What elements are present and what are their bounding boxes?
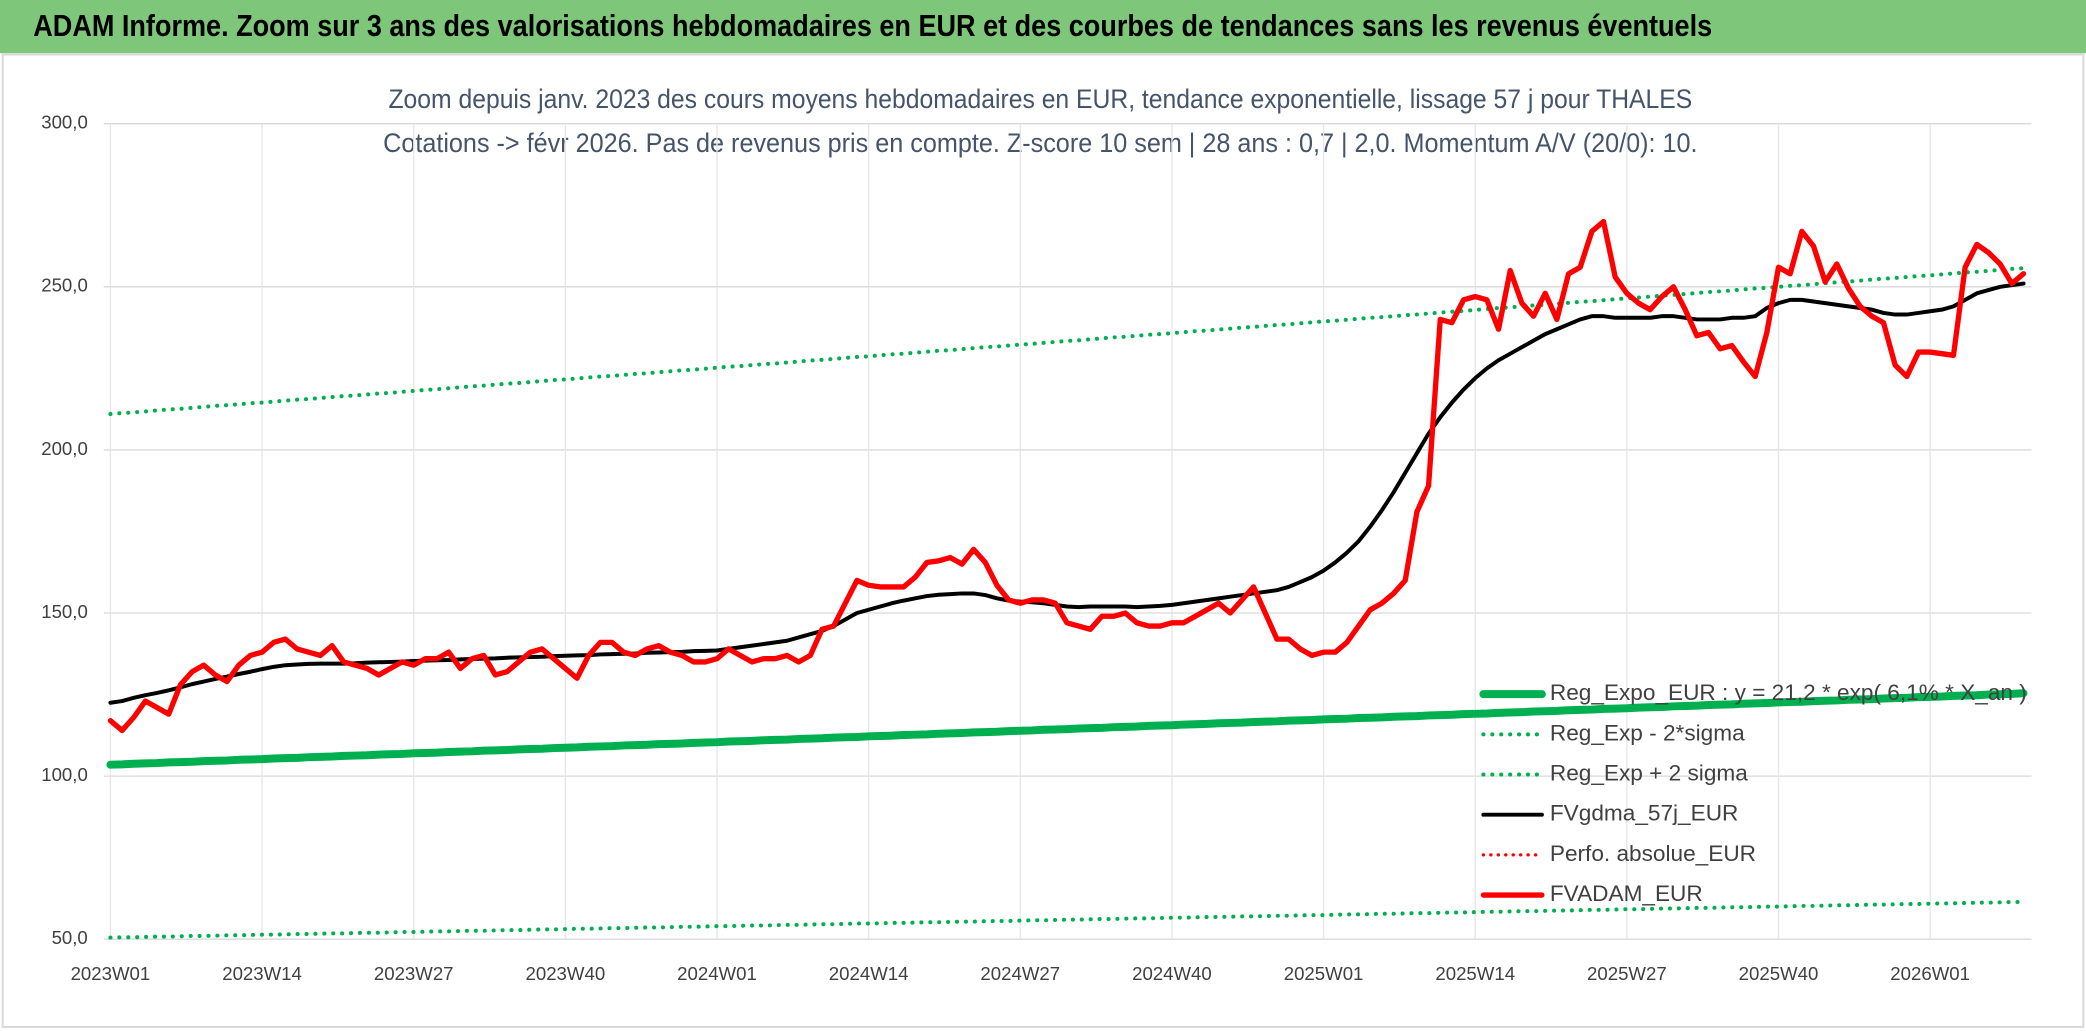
series-line [108,266,2026,417]
x-tick-label: 2025W14 [1435,963,1515,984]
y-tick-label: 150,0 [41,601,88,622]
legend-label: Reg_Exp - 2*sigma [1550,720,1745,745]
legend-label: FVADAM_EUR [1550,881,1703,906]
x-tick-label: 2024W01 [677,963,757,984]
x-tick-label: 2025W40 [1739,963,1819,984]
series-line [107,218,2027,734]
y-tick-label: 300,0 [41,112,88,133]
legend-label: Reg_Exp + 2 sigma [1550,760,1748,785]
x-tick-label: 2023W27 [374,963,454,984]
series-line [108,900,2026,940]
series-line [106,689,2028,769]
y-tick-label: 250,0 [41,275,88,296]
x-tick-label: 2026W01 [1890,963,1970,984]
x-tick-label: 2024W14 [829,963,909,984]
chart-subtitle: Cotations -> févr 2026. Pas de revenus p… [383,128,1697,158]
legend-label: Perfo. absolue_EUR [1550,841,1756,866]
x-tick-label: 2023W01 [71,963,151,984]
y-tick-label: 50,0 [52,927,88,948]
legend-label: FVgdma_57j_EUR [1550,801,1739,826]
x-tick-label: 2025W01 [1284,963,1364,984]
y-tick-label: 100,0 [41,764,88,785]
chart-title: Zoom depuis janv. 2023 des cours moyens … [388,84,1692,114]
legend-label: Reg_Expo_EUR : y = 21,2 * exp( 6,1% * X_… [1550,680,2027,705]
x-tick-label: 2024W27 [980,963,1060,984]
x-tick-label: 2023W14 [222,963,302,984]
banner-background [0,0,2086,54]
x-tick-label: 2023W40 [526,963,606,984]
y-tick-label: 200,0 [41,438,88,459]
x-tick-label: 2025W27 [1587,963,1667,984]
x-tick-label: 2024W40 [1132,963,1212,984]
banner-title: ADAM Informe. Zoom sur 3 ans des valoris… [33,9,1712,43]
chart-frame [1,53,2085,1029]
